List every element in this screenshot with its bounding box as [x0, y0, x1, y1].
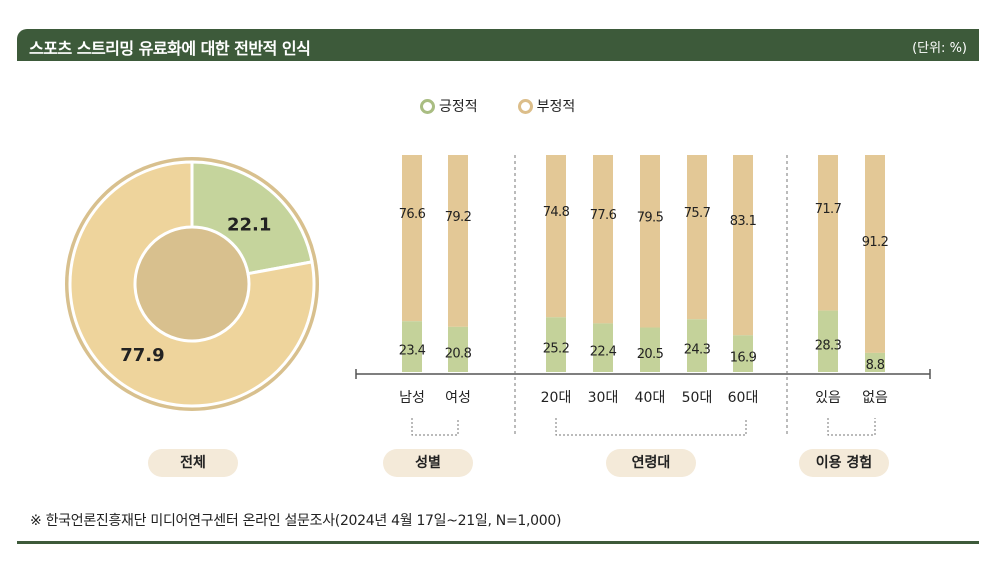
- bar-negative-3: [593, 155, 613, 324]
- bar-label-positive-5: 24.3: [684, 343, 711, 358]
- category-label-6: 60대: [728, 390, 759, 406]
- bar-positive-3: [593, 323, 613, 372]
- category-label-3: 30대: [588, 390, 619, 406]
- unit-label: (단위: %): [912, 41, 967, 56]
- group-bracket-3: [827, 418, 876, 436]
- category-label-1: 여성: [445, 390, 471, 406]
- group-bracket-2: [555, 418, 747, 436]
- bar-positive-1: [448, 326, 468, 372]
- footnote: ※ 한국언론진흥재단 미디어연구센터 온라인 설문조사(2024년 4월 17일…: [30, 513, 562, 529]
- group-label-usage: 이용 경험: [799, 449, 889, 477]
- category-label-5: 50대: [682, 390, 713, 406]
- bar-label-negative-0: 76.6: [399, 207, 426, 222]
- bar-label-negative-7: 71.7: [815, 202, 842, 217]
- bar-label-positive-2: 25.2: [543, 342, 570, 357]
- bar-positive-7: [818, 310, 838, 372]
- chart-title: 스포츠 스트리밍 유료화에 대한 전반적 인식: [29, 39, 311, 58]
- bar-label-negative-5: 75.7: [684, 206, 711, 221]
- bottom-divider: [17, 541, 979, 544]
- legend-swatch-positive: [420, 98, 435, 114]
- bar-negative-5: [687, 155, 707, 320]
- bar-positive-5: [687, 319, 707, 372]
- donut-slice-negative: [68, 160, 316, 408]
- donut-slice-positive: [190, 160, 314, 276]
- bar-label-negative-2: 74.8: [543, 205, 570, 220]
- donut-label-positive: 22.1: [227, 215, 271, 236]
- bar-positive-4: [640, 327, 660, 372]
- group-label-total: 전체: [148, 449, 238, 477]
- legend-swatch-negative: [517, 98, 533, 114]
- bar-positive-6: [733, 335, 753, 372]
- legend-item-positive: 긍정적: [420, 96, 478, 116]
- group-label-age: 연령대: [606, 449, 696, 477]
- category-label-2: 20대: [541, 390, 572, 406]
- title-bar: 스포츠 스트리밍 유료화에 대한 전반적 인식 (단위: %): [17, 29, 979, 61]
- legend-label-negative: 부정적: [536, 99, 576, 115]
- bar-negative-8: [865, 155, 885, 353]
- bar-label-positive-1: 20.8: [445, 346, 472, 361]
- bar-negative-1: [448, 155, 468, 327]
- legend-item-negative: 부정적: [517, 96, 576, 116]
- bar-negative-6: [733, 155, 753, 336]
- bar-negative-7: [818, 155, 838, 311]
- bar-label-positive-6: 16.9: [730, 351, 757, 366]
- group-label-gender: 성별: [383, 449, 473, 477]
- group-bracket-1: [411, 418, 459, 436]
- legend-label-positive: 긍정적: [439, 99, 478, 115]
- donut-label-negative: 77.9: [120, 345, 164, 366]
- bar-positive-2: [546, 317, 566, 372]
- bar-positive-0: [402, 321, 422, 372]
- bar-positive-8: [865, 352, 885, 372]
- bar-negative-2: [546, 155, 566, 318]
- bar-label-positive-3: 22.4: [590, 345, 617, 360]
- bar-label-positive-8: 8.8: [866, 358, 885, 373]
- bar-label-negative-6: 83.1: [730, 214, 757, 229]
- legend: 긍정적 부정적: [420, 96, 575, 116]
- bar-label-positive-7: 28.3: [815, 338, 842, 353]
- category-label-0: 남성: [399, 390, 425, 406]
- bar-label-negative-3: 77.6: [590, 208, 617, 223]
- bar-label-negative-1: 79.2: [445, 210, 472, 225]
- bar-label-negative-4: 79.5: [637, 210, 664, 225]
- category-label-7: 있음: [815, 390, 841, 406]
- bar-negative-4: [640, 155, 660, 328]
- category-label-4: 40대: [635, 390, 666, 406]
- bar-label-negative-8: 91.2: [862, 235, 889, 250]
- bar-negative-0: [402, 155, 422, 322]
- bar-label-positive-0: 23.4: [399, 344, 426, 359]
- category-label-8: 없음: [862, 390, 888, 406]
- bar-label-positive-4: 20.5: [637, 347, 664, 362]
